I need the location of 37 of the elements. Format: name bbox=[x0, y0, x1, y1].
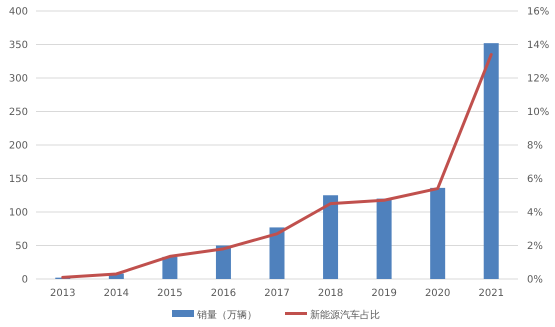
y-tick-label: 50 bbox=[15, 241, 28, 252]
y2-tick-label: 10% bbox=[527, 107, 550, 118]
y-tick-label: 150 bbox=[8, 174, 28, 185]
x-tick-label: 2013 bbox=[50, 288, 76, 299]
bar bbox=[270, 227, 284, 279]
x-tick-label: 2016 bbox=[210, 288, 236, 299]
x-tick-label: 2020 bbox=[424, 288, 450, 299]
bar bbox=[376, 198, 392, 279]
y-tick-label: 300 bbox=[8, 74, 28, 84]
bar bbox=[162, 256, 178, 279]
y-tick-label: 100 bbox=[8, 208, 28, 218]
y2-tick-label: 2% bbox=[527, 241, 543, 252]
bar bbox=[430, 188, 446, 279]
y2-tick-label: 6% bbox=[527, 174, 543, 185]
x-tick-label: 2017 bbox=[264, 288, 290, 299]
bar bbox=[323, 195, 338, 279]
line-series bbox=[61, 53, 493, 279]
y2-tick-label: 14% bbox=[527, 40, 550, 51]
x-tick-label: 2018 bbox=[318, 288, 344, 299]
y2-tick-label: 4% bbox=[527, 208, 543, 218]
x-tick-label: 2014 bbox=[104, 288, 130, 299]
y-tick-label: 350 bbox=[8, 40, 28, 51]
bar bbox=[484, 43, 499, 279]
y-tick-label: 0 bbox=[22, 274, 28, 286]
legend-label: 销量（万辆） bbox=[196, 309, 257, 321]
y2-tick-label: 8% bbox=[527, 140, 543, 152]
x-tick-label: 2021 bbox=[478, 288, 504, 299]
bar bbox=[216, 246, 231, 279]
y-tick-label: 250 bbox=[8, 107, 28, 118]
x-tick-label: 2019 bbox=[371, 288, 397, 299]
y-tick-label: 400 bbox=[8, 6, 28, 18]
y2-tick-label: 0% bbox=[527, 274, 543, 286]
y2-tick-label: 16% bbox=[527, 6, 550, 18]
y-tick-label: 200 bbox=[8, 140, 28, 152]
x-tick-label: 2015 bbox=[157, 288, 183, 299]
legend-label: 新能源汽车占比 bbox=[310, 309, 380, 321]
y2-tick-label: 12% bbox=[527, 74, 550, 84]
